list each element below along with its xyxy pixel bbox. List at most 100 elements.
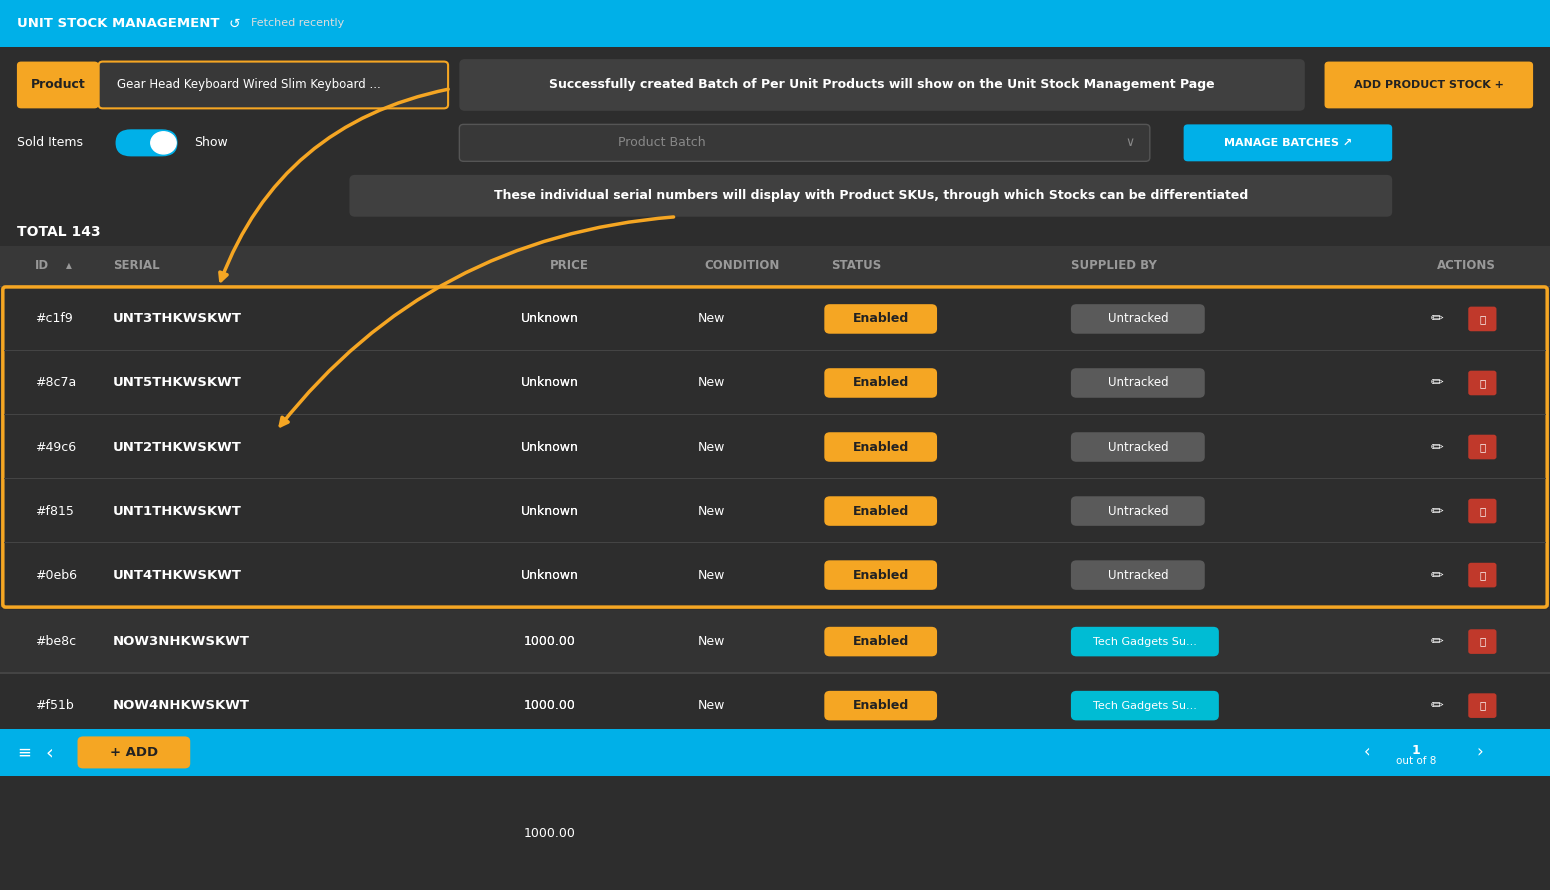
Text: ‹: ‹: [1364, 743, 1370, 762]
Text: SUPPLIED BY: SUPPLIED BY: [1071, 260, 1156, 272]
Text: Untracked: Untracked: [1108, 505, 1169, 518]
FancyBboxPatch shape: [825, 368, 938, 398]
Text: Product Batch: Product Batch: [618, 136, 707, 150]
Bar: [0, 729, 1550, 776]
Bar: [5, 350, 1545, 351]
Bar: [0, 800, 1550, 802]
Text: 1000.00: 1000.00: [524, 763, 575, 776]
Text: ✏: ✏: [1431, 312, 1443, 327]
Bar: [0, 736, 1550, 738]
FancyBboxPatch shape: [1071, 819, 1218, 848]
Text: ADD PRODUCT STOCK +: ADD PRODUCT STOCK +: [1353, 80, 1504, 90]
Text: MANAGE BATCHES ↗: MANAGE BATCHES ↗: [1224, 138, 1352, 148]
Text: These individual serial numbers will display with Product SKUs, through which St: These individual serial numbers will dis…: [494, 190, 1248, 202]
Bar: [5, 543, 1545, 606]
Text: STATUS: STATUS: [831, 260, 882, 272]
Text: 1000.00: 1000.00: [524, 700, 575, 712]
Text: Unknown: Unknown: [521, 505, 578, 518]
Text: NOW2NHKWSKWT: NOW2NHKWSKWT: [113, 827, 250, 840]
Text: New: New: [698, 827, 725, 840]
Text: ✏: ✏: [1431, 376, 1443, 391]
Bar: [0, 802, 1550, 864]
Bar: [0, 610, 1550, 672]
Text: Unknown: Unknown: [521, 441, 578, 454]
Text: #8c7a: #8c7a: [36, 376, 76, 390]
Text: ↺: ↺: [228, 16, 240, 30]
Text: 🗑: 🗑: [1479, 700, 1485, 710]
FancyBboxPatch shape: [1468, 307, 1496, 331]
Text: ✏: ✏: [1431, 826, 1443, 841]
Text: 🗑: 🗑: [1479, 506, 1485, 516]
Text: SERIAL: SERIAL: [113, 260, 160, 272]
Text: Product: Product: [31, 78, 85, 92]
Text: #c1f9: #c1f9: [36, 312, 73, 326]
Text: Enabled: Enabled: [853, 441, 908, 454]
Text: New: New: [698, 441, 725, 454]
FancyBboxPatch shape: [1325, 61, 1533, 109]
Text: ✏: ✏: [1431, 762, 1443, 777]
Bar: [5, 478, 1545, 479]
Text: ✏: ✏: [1431, 440, 1443, 455]
Text: Tech Gadgets Su...: Tech Gadgets Su...: [1093, 829, 1197, 838]
Text: Untracked: Untracked: [1108, 441, 1169, 454]
Text: #f51b: #f51b: [36, 700, 74, 712]
Bar: [0, 866, 1550, 890]
Text: 🗑: 🗑: [1479, 636, 1485, 646]
Bar: [5, 542, 1545, 543]
Text: 1000.00: 1000.00: [524, 635, 575, 648]
FancyBboxPatch shape: [1468, 821, 1496, 846]
Bar: [0, 247, 1550, 286]
FancyBboxPatch shape: [1184, 125, 1392, 161]
Text: Enabled: Enabled: [853, 635, 908, 648]
FancyBboxPatch shape: [1071, 497, 1204, 526]
Text: #49c6: #49c6: [36, 441, 76, 454]
FancyBboxPatch shape: [825, 691, 938, 720]
Text: ✏: ✏: [1431, 634, 1443, 649]
Text: + ADD: + ADD: [110, 746, 158, 759]
Bar: [0, 672, 1550, 674]
Text: Tech Gadgets Su...: Tech Gadgets Su...: [1093, 765, 1197, 774]
FancyBboxPatch shape: [1468, 434, 1496, 459]
Text: New: New: [698, 505, 725, 518]
Text: Sold Items: Sold Items: [17, 136, 82, 150]
Text: #0eb6: #0eb6: [36, 569, 78, 581]
Text: 🗑: 🗑: [1479, 378, 1485, 388]
Text: #f815: #f815: [36, 505, 74, 518]
Text: ▲: ▲: [67, 262, 73, 271]
Text: New: New: [698, 312, 725, 326]
FancyBboxPatch shape: [1071, 883, 1218, 890]
Text: UNT1THKWSKWT: UNT1THKWSKWT: [113, 505, 242, 518]
FancyArrowPatch shape: [281, 217, 674, 425]
Text: New: New: [698, 700, 725, 712]
FancyBboxPatch shape: [825, 883, 938, 890]
FancyBboxPatch shape: [825, 755, 938, 784]
Text: NOW4NHKWSKWT: NOW4NHKWSKWT: [113, 700, 250, 712]
FancyBboxPatch shape: [1071, 691, 1218, 720]
Text: ‹: ‹: [45, 743, 53, 762]
Text: Gear Head Keyboard Wired Slim Keyboard ...: Gear Head Keyboard Wired Slim Keyboard .…: [116, 78, 381, 92]
Text: 🗑: 🗑: [1479, 829, 1485, 838]
Text: 1: 1: [1412, 744, 1420, 756]
Text: ∨: ∨: [1125, 136, 1135, 150]
Bar: [0, 864, 1550, 866]
Text: 1000.00: 1000.00: [524, 827, 575, 840]
Text: Enabled: Enabled: [853, 569, 908, 581]
Text: UNT5THKWSKWT: UNT5THKWSKWT: [113, 376, 242, 390]
Text: Tech Gadgets Su...: Tech Gadgets Su...: [1093, 700, 1197, 710]
FancyBboxPatch shape: [1071, 368, 1204, 398]
FancyBboxPatch shape: [1071, 304, 1204, 334]
Text: TOTAL 143: TOTAL 143: [17, 224, 101, 239]
Text: Enabled: Enabled: [853, 700, 908, 712]
Bar: [5, 414, 1545, 415]
FancyBboxPatch shape: [1468, 562, 1496, 587]
FancyBboxPatch shape: [1468, 757, 1496, 782]
Text: 1000.00: 1000.00: [524, 700, 575, 712]
FancyBboxPatch shape: [3, 287, 1547, 607]
Text: 🗑: 🗑: [1479, 570, 1485, 580]
FancyBboxPatch shape: [825, 819, 938, 848]
Text: New: New: [698, 763, 725, 776]
Text: Show: Show: [194, 136, 228, 150]
Bar: [0, 286, 1550, 287]
Text: NOW5NHKWSKWT: NOW5NHKWSKWT: [113, 763, 250, 776]
FancyBboxPatch shape: [349, 174, 1392, 217]
